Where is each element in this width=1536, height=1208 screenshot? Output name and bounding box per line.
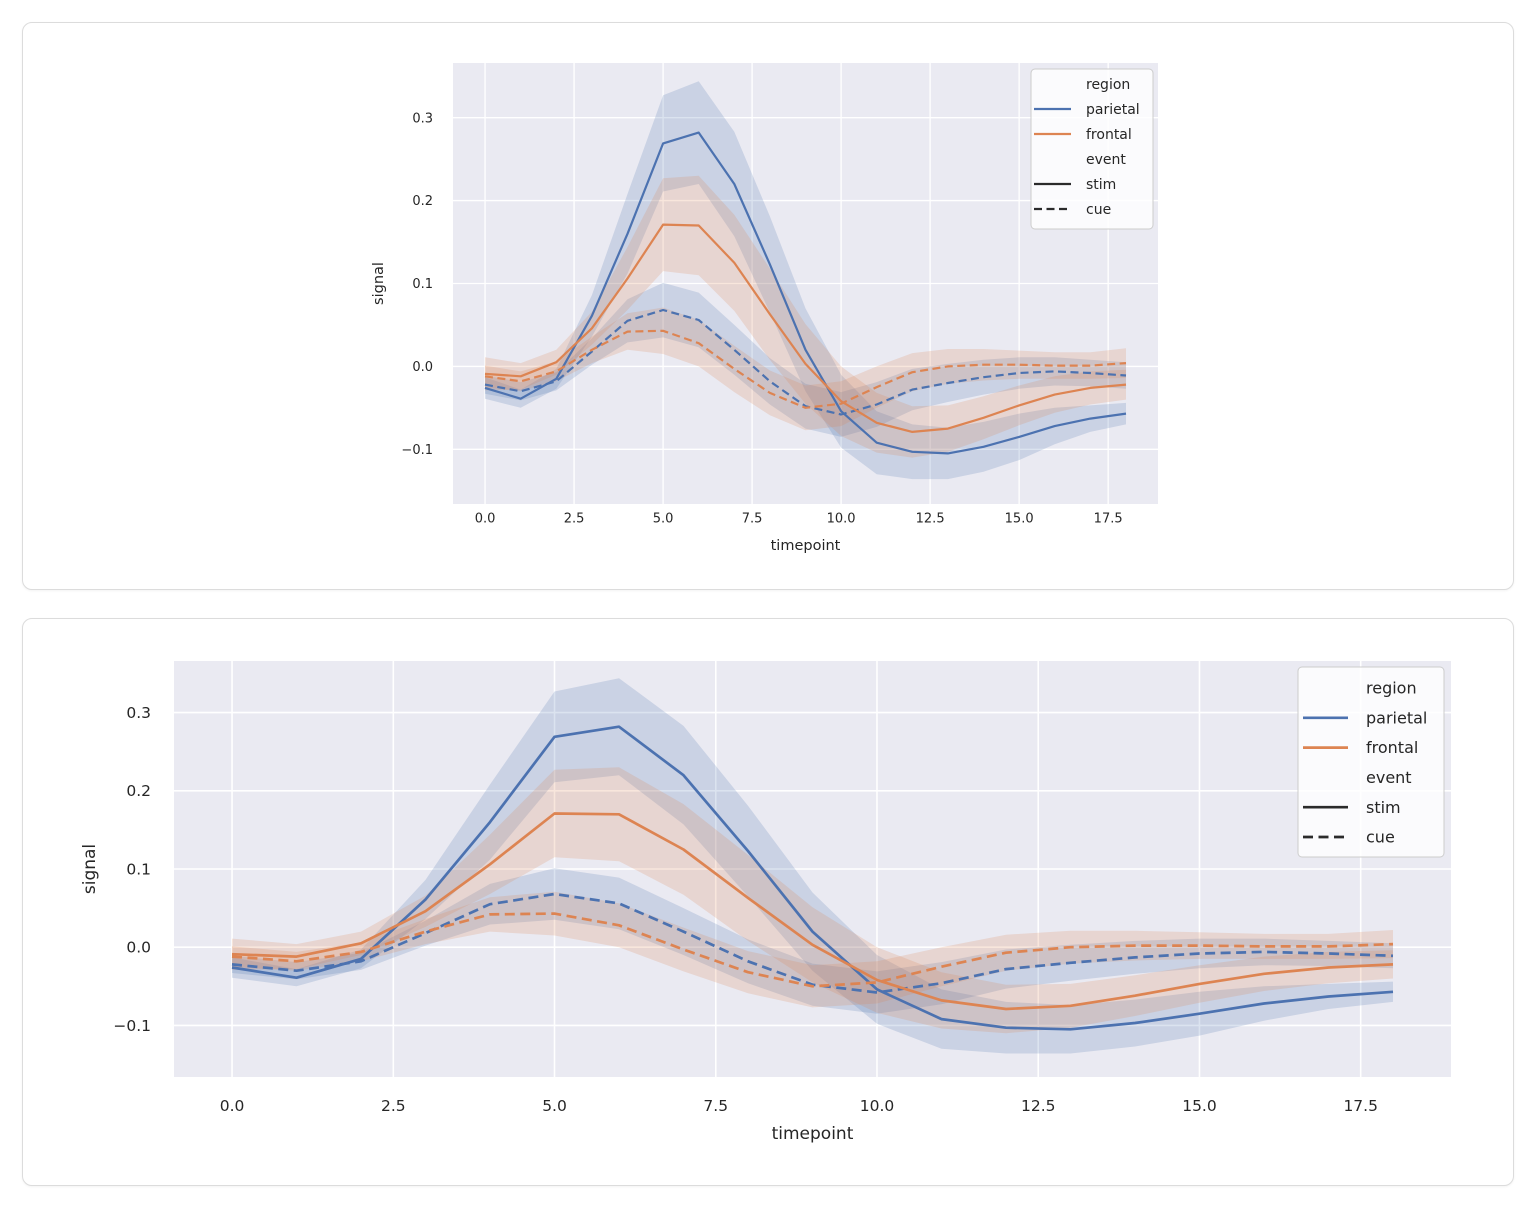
legend-label-event: event xyxy=(1366,768,1412,787)
chart-card-top: 0.0 2.5 5.0 7.5 10.0 12.5 15.0 17.5 0.3 0.2 0.1 0.0… xyxy=(22,22,1514,590)
legend-label-parietal: parietal xyxy=(1086,102,1140,118)
y-tick-label: 0.1 xyxy=(126,860,151,878)
y-tick-label: 0.3 xyxy=(126,704,151,722)
fmri-line-chart-bottom: 0.0 2.5 5.0 7.5 10.0 12.5 15.0 17.5 0.3 0.2 0.1 0.0… xyxy=(80,661,1451,1144)
band-frontal-stim xyxy=(485,175,1126,458)
y-tick-label: 0.3 xyxy=(412,111,433,126)
line-frontal-cue xyxy=(484,329,1127,409)
y-tick-label: 0.1 xyxy=(412,277,433,292)
x-tick-label: 15.0 xyxy=(1005,512,1034,527)
legend-label-event: event xyxy=(1086,152,1126,168)
y-tick-label: 0.2 xyxy=(412,194,433,209)
x-tick-label: 17.5 xyxy=(1094,512,1123,527)
band-frontal-stim xyxy=(232,767,1393,1034)
legend-box xyxy=(1297,666,1445,858)
legend-label-cue: cue xyxy=(1086,202,1111,218)
x-tick-label: 15.0 xyxy=(1182,1097,1217,1115)
line-parietal-cue xyxy=(484,308,1127,416)
y-tick-label: 0.2 xyxy=(126,782,151,800)
legend-label-frontal: frontal xyxy=(1086,127,1132,143)
legend-label-region: region xyxy=(1366,679,1417,698)
x-axis-label: timepoint xyxy=(772,1124,854,1144)
legend-label-parietal: parietal xyxy=(1366,708,1427,727)
line-frontal-stim xyxy=(231,812,1394,1011)
line-parietal-stim xyxy=(484,131,1127,455)
legend-label-stim: stim xyxy=(1366,798,1401,817)
x-tick-labels: 0.0 2.5 5.0 7.5 10.0 12.5 15.0 17.5 xyxy=(475,512,1123,527)
x-tick-label: 7.5 xyxy=(703,1097,728,1115)
x-tick-label: 2.5 xyxy=(564,512,585,527)
x-tick-label: 5.0 xyxy=(653,512,674,527)
x-tick-label: 10.0 xyxy=(860,1097,895,1115)
x-tick-label: 7.5 xyxy=(742,512,763,527)
band-frontal-cue xyxy=(232,891,1393,1008)
x-tick-label: 10.0 xyxy=(827,512,856,527)
line-frontal-stim xyxy=(484,223,1127,433)
legend-label-cue: cue xyxy=(1366,828,1395,847)
legend-label-frontal: frontal xyxy=(1366,738,1418,757)
legend: region parietal frontal event stim cue xyxy=(1297,666,1445,858)
band-frontal-cue xyxy=(485,307,1126,431)
y-axis-label: signal xyxy=(80,844,100,894)
y-tick-label: 0.0 xyxy=(126,939,151,957)
chart-card-bottom: 0.0 2.5 5.0 7.5 10.0 12.5 15.0 17.5 0.3 0.2 0.1 0.0… xyxy=(22,618,1514,1186)
band-parietal-cue xyxy=(232,868,1393,1014)
band-parietal-stim xyxy=(232,678,1393,1054)
y-tick-label: −0.1 xyxy=(401,443,433,458)
line-parietal-stim xyxy=(231,725,1394,1031)
legend: region parietal frontal event stim cue xyxy=(1030,68,1154,230)
x-tick-label: 12.5 xyxy=(1021,1097,1056,1115)
y-tick-label: −0.1 xyxy=(113,1017,151,1035)
legend-label-region: region xyxy=(1086,77,1130,93)
x-tick-label: 12.5 xyxy=(916,512,945,527)
x-axis-label: timepoint xyxy=(771,538,841,554)
band-parietal-cue xyxy=(485,282,1126,437)
x-tick-labels: 0.0 2.5 5.0 7.5 10.0 12.5 15.0 17.5 xyxy=(220,1097,1378,1115)
y-axis-label: signal xyxy=(371,262,387,305)
fmri-line-chart-top: 0.0 2.5 5.0 7.5 10.0 12.5 15.0 17.5 0.3 0.2 0.1 0.0… xyxy=(371,63,1158,554)
x-tick-label: 2.5 xyxy=(381,1097,406,1115)
x-tick-label: 0.0 xyxy=(475,512,496,527)
line-parietal-cue xyxy=(231,892,1394,994)
y-tick-label: 0.0 xyxy=(412,360,433,375)
legend-label-stim: stim xyxy=(1086,177,1116,193)
y-tick-labels: 0.3 0.2 0.1 0.0 −0.1 xyxy=(113,704,151,1035)
x-tick-label: 0.0 xyxy=(220,1097,245,1115)
band-parietal-stim xyxy=(485,81,1126,480)
x-tick-label: 5.0 xyxy=(542,1097,567,1115)
x-tick-label: 17.5 xyxy=(1343,1097,1378,1115)
line-frontal-cue xyxy=(231,912,1394,988)
y-tick-labels: 0.3 0.2 0.1 0.0 −0.1 xyxy=(401,111,433,458)
